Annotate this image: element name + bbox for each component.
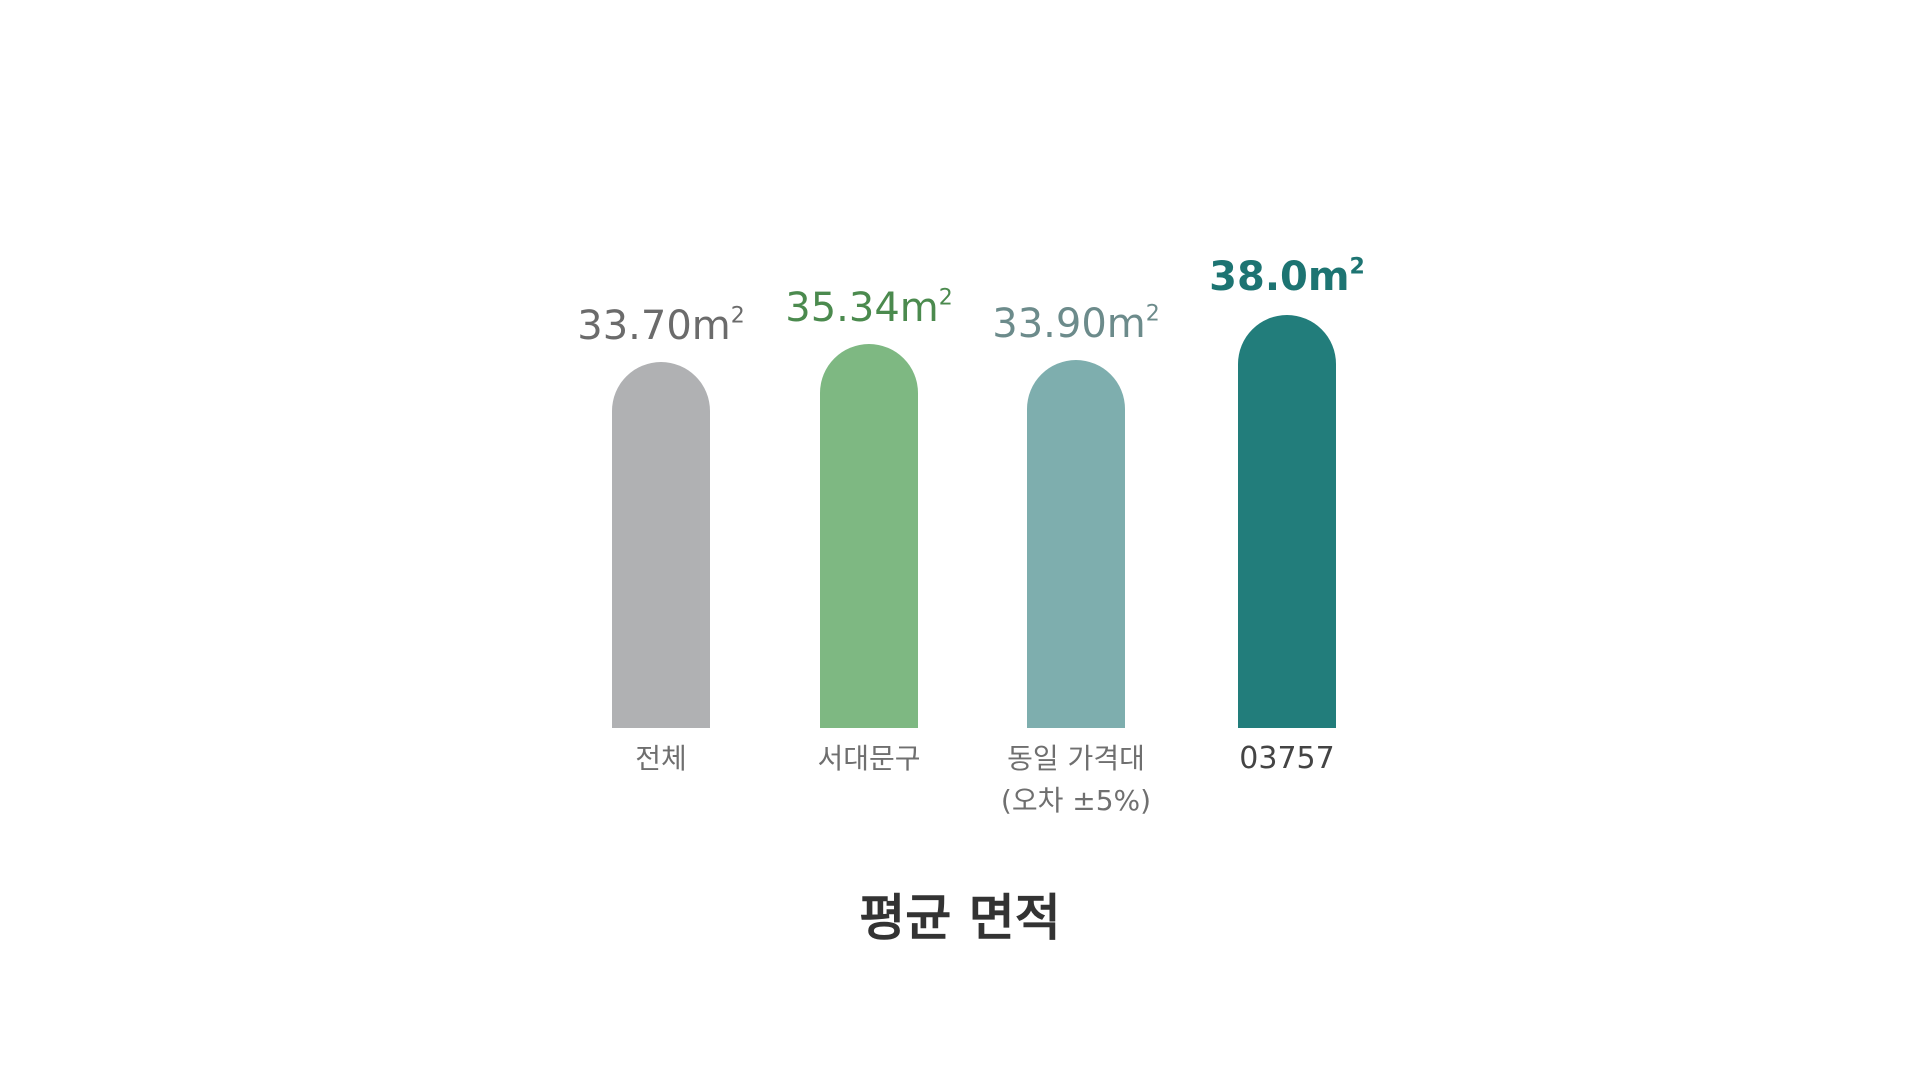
category-label: 03757 xyxy=(1239,738,1334,780)
value-number: 33.90 xyxy=(992,300,1107,347)
category-label: 동일 가격대 (오차 ±5%) xyxy=(1001,738,1151,822)
category-label-line: 전체 xyxy=(635,742,687,775)
value-number: 33.70 xyxy=(577,302,692,349)
value-label: 38.0m2 xyxy=(1209,254,1365,300)
bar xyxy=(612,361,710,728)
category-label: 전체 xyxy=(635,738,687,780)
value-label: 33.90m2 xyxy=(992,300,1160,347)
chart-title: 평균 면적 xyxy=(859,889,1061,947)
category-label-line: (오차 ±5%) xyxy=(1000,784,1152,817)
value-unit: m xyxy=(1106,300,1146,347)
value-unit: m xyxy=(899,284,939,331)
value-unit-superscript: 2 xyxy=(1349,254,1365,280)
value-unit-superscript: 2 xyxy=(1145,301,1160,327)
bar xyxy=(1027,359,1125,728)
value-label: 35.34m2 xyxy=(785,284,953,331)
value-unit: m xyxy=(691,302,731,349)
value-label: 33.70m2 xyxy=(577,302,745,349)
category-label: 서대문구 xyxy=(817,738,920,780)
value-unit: m xyxy=(1307,254,1350,300)
category-label-line: 03757 xyxy=(1239,741,1335,776)
value-number: 35.34 xyxy=(785,284,900,331)
value-unit-superscript: 2 xyxy=(730,303,745,329)
category-label-line: 서대문구 xyxy=(817,742,921,775)
value-number: 38.0 xyxy=(1209,254,1308,300)
bar xyxy=(1238,315,1336,728)
category-label-line: 동일 가격대 xyxy=(1007,742,1145,775)
value-unit-superscript: 2 xyxy=(938,285,953,311)
bar xyxy=(820,343,918,728)
